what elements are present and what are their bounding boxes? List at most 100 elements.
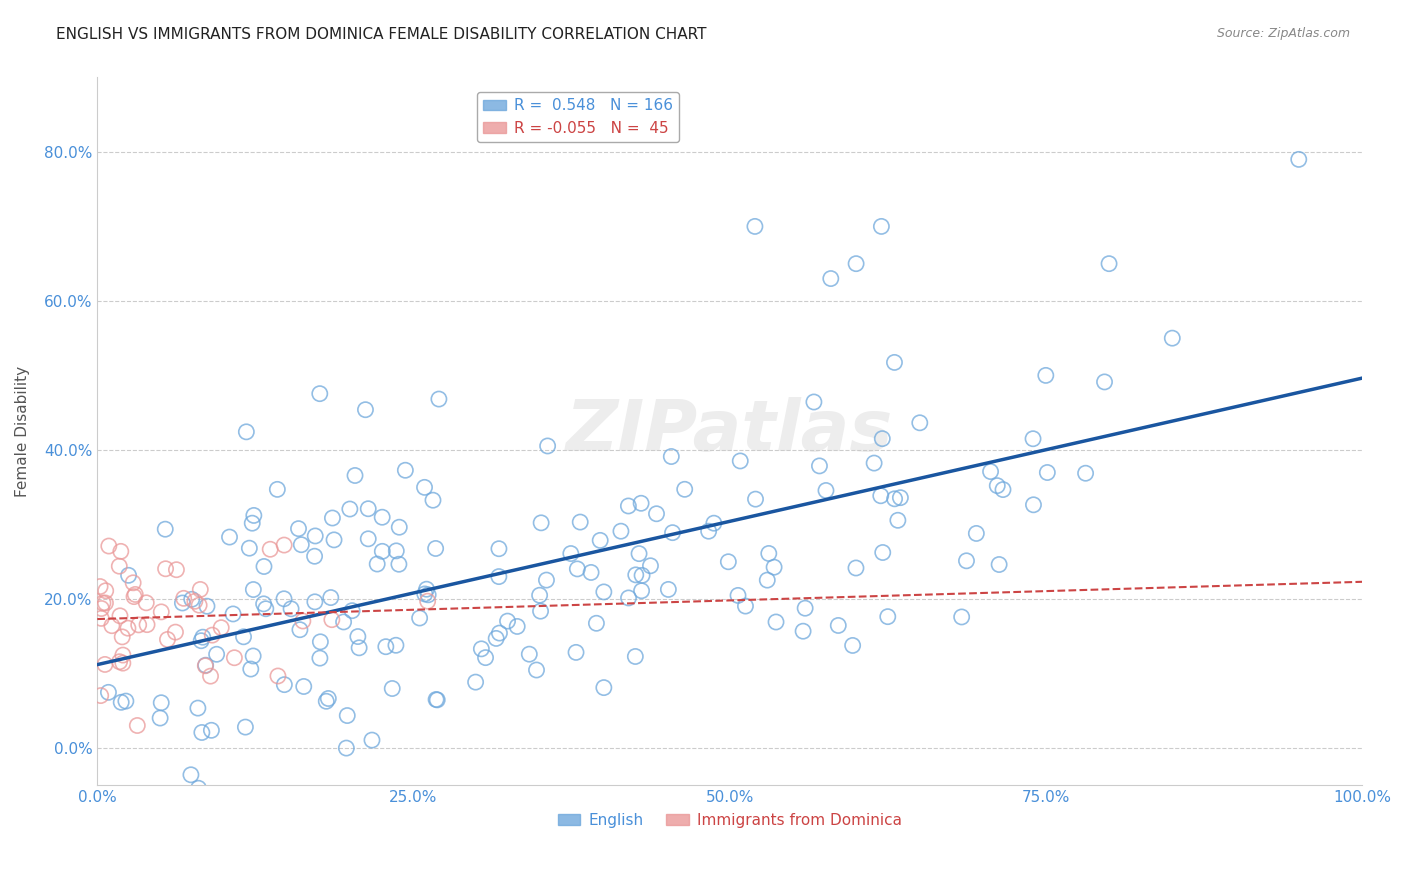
Point: [485, 632, 508, 646]
Point: [165, 625, 187, 640]
Point: [1161, 331, 1184, 345]
Point: [187, 781, 209, 796]
Point: [280, 602, 302, 616]
Point: [385, 544, 408, 558]
Point: [267, 669, 290, 683]
Point: [1036, 466, 1059, 480]
Point: [845, 561, 868, 575]
Point: [526, 663, 548, 677]
Point: [194, 658, 217, 673]
Point: [870, 219, 893, 234]
Point: [488, 626, 510, 640]
Point: [253, 597, 276, 611]
Point: [218, 530, 240, 544]
Point: [872, 432, 894, 446]
Point: [239, 662, 262, 676]
Point: [347, 630, 370, 644]
Point: [238, 541, 260, 556]
Point: [110, 544, 132, 558]
Point: [124, 587, 146, 601]
Point: [266, 483, 288, 497]
Point: [869, 489, 891, 503]
Point: [883, 355, 905, 369]
Point: [986, 478, 1008, 492]
Point: [172, 596, 194, 610]
Point: [128, 618, 150, 632]
Point: [808, 458, 831, 473]
Point: [91, 596, 114, 610]
Point: [517, 647, 540, 661]
Point: [187, 701, 209, 715]
Point: [540, 793, 562, 807]
Point: [97, 685, 120, 699]
Point: [97, 539, 120, 553]
Point: [94, 657, 117, 672]
Point: [321, 511, 343, 525]
Point: [94, 596, 117, 610]
Point: [385, 638, 408, 652]
Point: [200, 669, 222, 683]
Point: [242, 582, 264, 597]
Point: [794, 601, 817, 615]
Point: [734, 599, 756, 613]
Point: [371, 510, 394, 524]
Point: [661, 525, 683, 540]
Point: [388, 520, 411, 534]
Point: [744, 492, 766, 507]
Point: [89, 580, 111, 594]
Point: [394, 463, 416, 477]
Point: [763, 560, 786, 574]
Point: [416, 594, 439, 608]
Point: [110, 695, 132, 709]
Point: [560, 547, 582, 561]
Point: [253, 559, 276, 574]
Point: [111, 656, 134, 670]
Point: [188, 598, 211, 612]
Point: [235, 425, 257, 439]
Point: [115, 694, 138, 708]
Point: [567, 562, 589, 576]
Point: [318, 691, 340, 706]
Point: [336, 708, 359, 723]
Point: [1074, 467, 1097, 481]
Point: [803, 395, 825, 409]
Point: [235, 720, 257, 734]
Point: [357, 532, 380, 546]
Point: [108, 655, 131, 669]
Point: [90, 611, 112, 625]
Point: [464, 675, 486, 690]
Point: [321, 613, 343, 627]
Point: [288, 623, 311, 637]
Point: [155, 562, 177, 576]
Point: [657, 582, 679, 597]
Point: [425, 692, 447, 706]
Point: [332, 615, 354, 629]
Point: [339, 502, 361, 516]
Point: [488, 541, 510, 556]
Point: [1288, 153, 1310, 167]
Point: [418, 588, 440, 602]
Point: [991, 483, 1014, 497]
Point: [315, 694, 337, 708]
Point: [496, 614, 519, 628]
Point: [354, 402, 377, 417]
Point: [156, 632, 179, 647]
Point: [117, 568, 139, 582]
Point: [90, 601, 112, 615]
Point: [765, 615, 787, 629]
Point: [111, 630, 134, 644]
Point: [530, 516, 553, 530]
Point: [883, 491, 905, 506]
Point: [728, 454, 751, 468]
Point: [94, 583, 117, 598]
Point: [889, 491, 911, 505]
Point: [195, 599, 218, 614]
Point: [165, 563, 187, 577]
Point: [565, 645, 588, 659]
Point: [965, 526, 987, 541]
Point: [827, 618, 849, 632]
Point: [673, 483, 696, 497]
Point: [617, 591, 640, 605]
Point: [988, 558, 1011, 572]
Point: [592, 585, 614, 599]
